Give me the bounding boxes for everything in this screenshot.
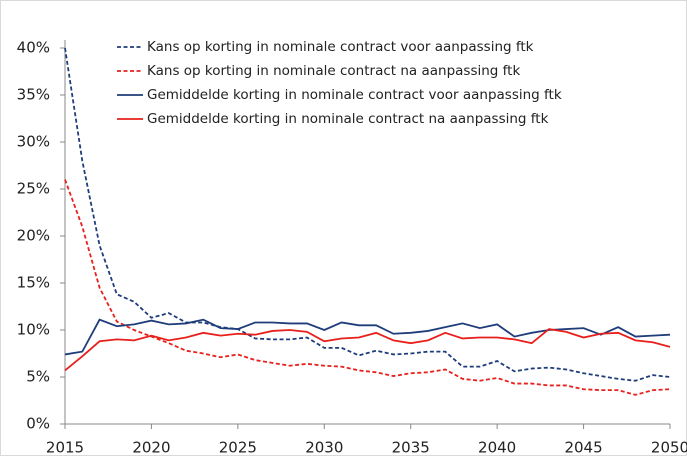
y-tick-label: 0% <box>26 415 50 433</box>
series-line <box>64 318 671 356</box>
y-tick-label: 5% <box>26 368 50 386</box>
x-tick-label: 2035 <box>392 439 430 456</box>
x-tick-label: 2015 <box>46 439 84 456</box>
x-tick-label: 2040 <box>478 439 516 456</box>
x-tick-label: 2025 <box>219 439 257 456</box>
y-tick-label: 25% <box>17 180 50 198</box>
series-line <box>64 47 671 382</box>
x-tick-label: 2050 <box>651 439 687 456</box>
y-tick-label: 20% <box>17 227 50 245</box>
x-tick-label: 2020 <box>132 439 170 456</box>
legend-label: Gemiddelde korting in nominale contract … <box>147 87 562 103</box>
y-tick-label: 30% <box>17 133 50 151</box>
y-tick-label: 40% <box>17 39 50 57</box>
series-line <box>64 328 671 372</box>
legend-label: Kans op korting in nominale contract na … <box>147 63 520 79</box>
x-tick-label: 2045 <box>564 439 602 456</box>
y-tick-label: 10% <box>17 321 50 339</box>
series-line <box>64 179 671 396</box>
legend-label: Gemiddelde korting in nominale contract … <box>147 111 549 127</box>
legend-label: Kans op korting in nominale contract voo… <box>147 39 534 55</box>
y-tick-label: 35% <box>17 86 50 104</box>
x-tick-label: 2030 <box>305 439 343 456</box>
y-tick-label: 15% <box>17 274 50 292</box>
